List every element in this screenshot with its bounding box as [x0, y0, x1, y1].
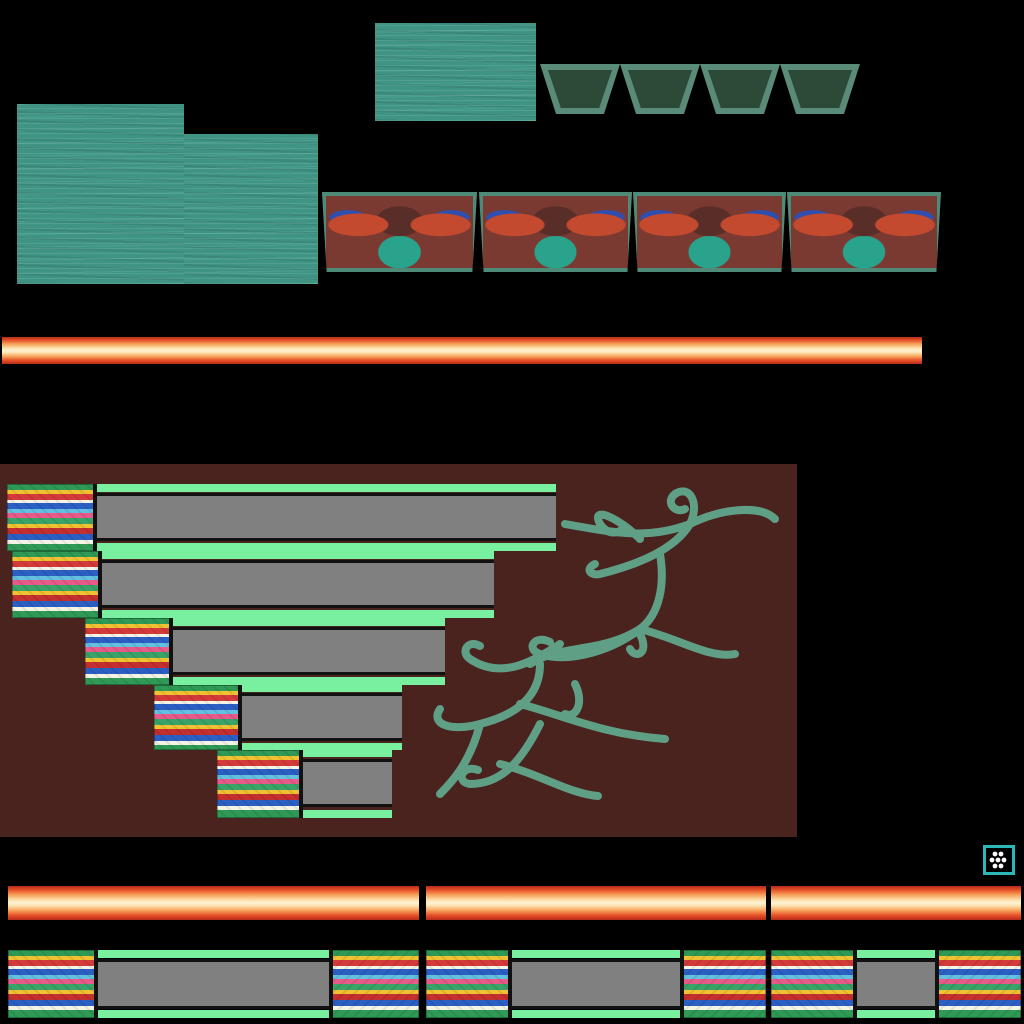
stair-bar-2: [12, 551, 494, 618]
bottom-bar-3: [771, 950, 1021, 1018]
dancheong-pattern: [85, 618, 173, 685]
decorative-panel-3: [633, 192, 786, 272]
stair-bar-1: [7, 484, 556, 551]
dancheong-pattern: [7, 484, 97, 551]
teal-wood-texture-large: [17, 104, 184, 284]
decorative-panel-1: [322, 192, 477, 272]
gradient-stripe-1: [8, 886, 419, 920]
gradient-stripe-2: [426, 886, 766, 920]
trapezoid-frame-3: [700, 64, 780, 114]
bottom-bar-2: [426, 950, 766, 1018]
dancheong-pattern: [217, 750, 303, 818]
stair-bar-5: [217, 750, 392, 818]
dancheong-pattern: [154, 685, 242, 750]
gradient-stripe-3: [771, 886, 1021, 920]
decorative-panel-4: [787, 192, 941, 272]
vine-ornament: [433, 487, 779, 800]
bottom-bar-1: [8, 950, 419, 1018]
trapezoid-frame-4: [780, 64, 860, 114]
decorative-panel-2: [479, 192, 632, 272]
trapezoid-frame-1: [540, 64, 620, 114]
stair-bar-4: [154, 685, 402, 750]
stair-bar-3: [85, 618, 445, 685]
dancheong-pattern: [12, 551, 102, 618]
trapezoid-frame-2: [620, 64, 700, 114]
teal-wood-texture-large-ext: [184, 134, 318, 284]
dots-icon: [983, 845, 1015, 875]
teal-wood-texture-top: [375, 23, 536, 121]
gradient-stripe-long: [2, 337, 922, 364]
